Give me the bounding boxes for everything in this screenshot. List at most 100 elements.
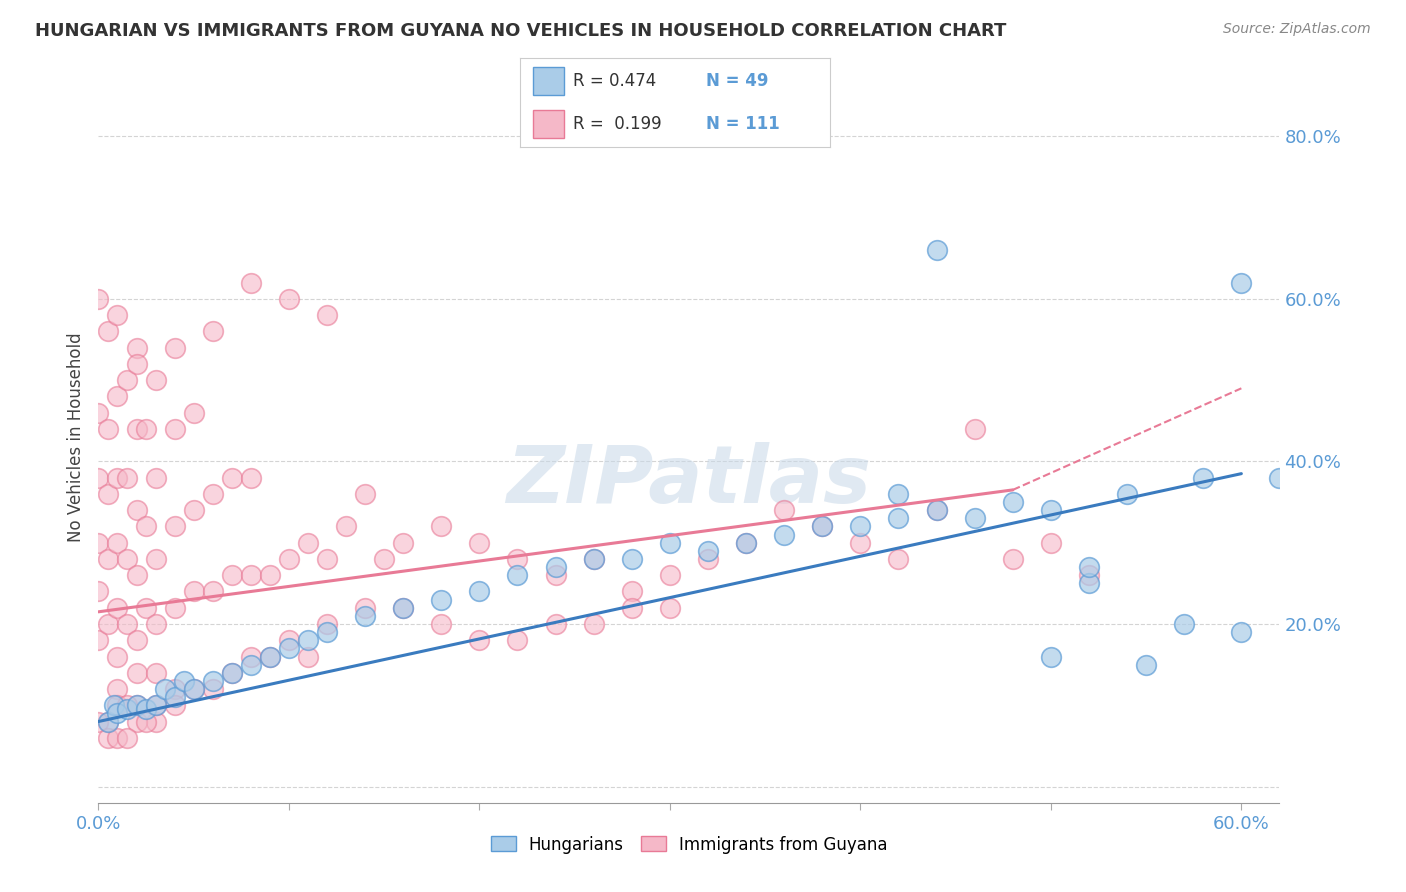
- Point: [468, 633, 491, 648]
- Point: [373, 552, 395, 566]
- Point: [135, 702, 157, 716]
- Point: [239, 568, 262, 582]
- Point: [1268, 471, 1291, 485]
- Point: [221, 665, 243, 680]
- Point: [316, 308, 339, 322]
- Point: [430, 617, 453, 632]
- Point: [259, 568, 281, 582]
- Point: [316, 552, 339, 566]
- Point: [316, 625, 339, 640]
- Text: R = 0.474: R = 0.474: [572, 72, 657, 90]
- Point: [115, 702, 138, 716]
- Point: [221, 665, 243, 680]
- Point: [1078, 560, 1101, 574]
- Point: [277, 641, 299, 656]
- Point: [849, 535, 872, 549]
- Point: [582, 552, 605, 566]
- Point: [1230, 276, 1253, 290]
- Point: [354, 487, 377, 501]
- Point: [201, 584, 224, 599]
- Point: [335, 519, 357, 533]
- Point: [125, 503, 148, 517]
- Point: [1001, 495, 1024, 509]
- Point: [87, 535, 110, 549]
- Point: [221, 471, 243, 485]
- Point: [115, 471, 138, 485]
- Point: [1116, 487, 1139, 501]
- Point: [107, 600, 129, 615]
- Point: [97, 487, 120, 501]
- Point: [135, 519, 157, 533]
- Point: [125, 665, 148, 680]
- Point: [297, 649, 319, 664]
- Point: [620, 600, 643, 615]
- Point: [125, 422, 148, 436]
- Point: [201, 673, 224, 688]
- Point: [620, 552, 643, 566]
- Point: [430, 519, 453, 533]
- Point: [1039, 535, 1062, 549]
- Point: [582, 617, 605, 632]
- Point: [97, 617, 120, 632]
- Point: [97, 714, 120, 729]
- Text: HUNGARIAN VS IMMIGRANTS FROM GUYANA NO VEHICLES IN HOUSEHOLD CORRELATION CHART: HUNGARIAN VS IMMIGRANTS FROM GUYANA NO V…: [35, 22, 1007, 40]
- Point: [887, 487, 910, 501]
- Point: [97, 731, 120, 745]
- Point: [925, 503, 948, 517]
- Point: [506, 633, 529, 648]
- Point: [135, 422, 157, 436]
- Point: [658, 568, 681, 582]
- Point: [125, 714, 148, 729]
- Point: [239, 471, 262, 485]
- Point: [544, 560, 567, 574]
- Point: [430, 592, 453, 607]
- Point: [811, 519, 834, 533]
- Point: [87, 292, 110, 306]
- Point: [392, 600, 415, 615]
- Point: [259, 649, 281, 664]
- Text: N = 49: N = 49: [706, 72, 768, 90]
- Point: [887, 511, 910, 525]
- Point: [97, 714, 120, 729]
- Point: [354, 608, 377, 623]
- Point: [392, 600, 415, 615]
- Point: [107, 731, 129, 745]
- Point: [125, 698, 148, 713]
- Point: [697, 552, 720, 566]
- Point: [1192, 471, 1215, 485]
- Point: [97, 552, 120, 566]
- Point: [107, 681, 129, 696]
- Point: [316, 617, 339, 632]
- Point: [87, 471, 110, 485]
- Point: [145, 714, 167, 729]
- Point: [297, 633, 319, 648]
- Point: [183, 584, 205, 599]
- Point: [925, 243, 948, 257]
- Point: [145, 471, 167, 485]
- Point: [145, 698, 167, 713]
- Point: [277, 292, 299, 306]
- Point: [468, 535, 491, 549]
- Point: [97, 422, 120, 436]
- Point: [1078, 576, 1101, 591]
- Point: [277, 633, 299, 648]
- Point: [506, 552, 529, 566]
- Point: [1078, 568, 1101, 582]
- Point: [183, 681, 205, 696]
- Point: [506, 568, 529, 582]
- Point: [1135, 657, 1157, 672]
- Point: [1039, 503, 1062, 517]
- Point: [107, 471, 129, 485]
- Point: [103, 698, 125, 713]
- Point: [163, 698, 186, 713]
- Point: [544, 617, 567, 632]
- Point: [620, 584, 643, 599]
- Point: [115, 373, 138, 387]
- Text: ZIPatlas: ZIPatlas: [506, 442, 872, 520]
- Point: [145, 698, 167, 713]
- Point: [849, 519, 872, 533]
- Point: [115, 552, 138, 566]
- Point: [735, 535, 758, 549]
- Point: [582, 552, 605, 566]
- Point: [925, 503, 948, 517]
